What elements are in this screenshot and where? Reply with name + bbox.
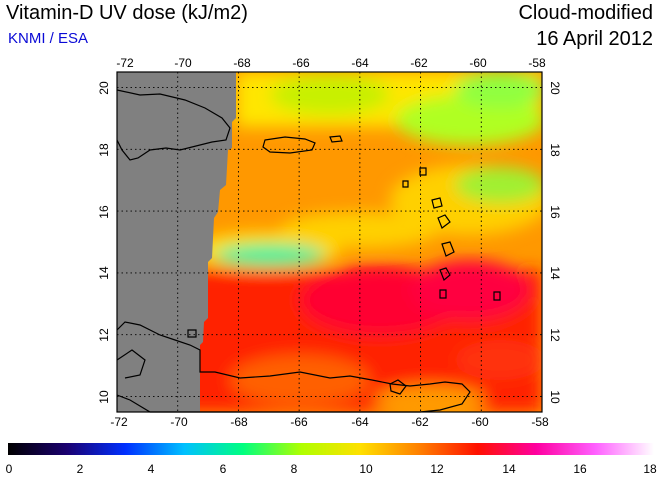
lon-label-top: -70: [174, 56, 192, 70]
lon-label-bottom: -64: [351, 415, 369, 429]
lat-label-left: 20: [97, 81, 111, 95]
lon-label-top: -58: [528, 56, 546, 70]
colorbar: [8, 443, 654, 455]
guadeloupe-coast: [437, 214, 451, 229]
lon-label-bottom: -68: [230, 415, 248, 429]
field-lime-a: [270, 75, 390, 115]
colorbar-tick-label: 18: [643, 462, 657, 476]
field-green-ne: [455, 72, 542, 108]
field-cyan-band: [215, 244, 325, 266]
lon-label-top: -72: [116, 56, 134, 70]
virgin-islands-coast: [329, 135, 343, 143]
lat-labels-left: 10 12 14 16 18 20: [97, 81, 111, 404]
hispaniola-coast: [116, 89, 231, 161]
colorbar-tick-label: 2: [77, 462, 84, 476]
colorbar-tick-label: 4: [148, 462, 155, 476]
maracaibo-coast: [116, 349, 146, 379]
map-title: Vitamin-D UV dose (kJ/m2): [6, 2, 248, 24]
lat-label-left: 16: [97, 205, 111, 219]
barbados-coast: [493, 291, 501, 301]
no-data-region: [117, 72, 236, 412]
lon-label-top: -68: [233, 56, 251, 70]
lon-label-bottom: -72: [110, 415, 128, 429]
lat-label-right: 10: [548, 390, 562, 404]
lon-label-bottom: -60: [471, 415, 489, 429]
lon-labels-top: -72 -70 -68 -66 -64 -62 -60 -58: [116, 56, 546, 70]
lat-label-right: 14: [548, 266, 562, 280]
lat-label-right: 12: [548, 328, 562, 342]
martinique-coast: [439, 267, 451, 281]
anguilla-coast: [419, 167, 427, 176]
lat-label-right: 20: [548, 81, 562, 95]
field-lime-east: [455, 167, 542, 203]
lon-label-bottom: -66: [290, 415, 308, 429]
colorbar-tick-label: 16: [573, 462, 587, 476]
field-crimson-east: [410, 260, 530, 320]
dominica-coast: [441, 241, 455, 257]
map-frame: [116, 71, 543, 413]
colorbar-labels: 0 2 4 6 8 10 12 14 16 18: [6, 462, 657, 476]
lat-label-right: 18: [548, 143, 562, 157]
colorbar-tick-label: 10: [359, 462, 373, 476]
mode-label: Cloud-modified: [518, 2, 653, 24]
lat-labels-right: 10 12 14 16 18 20: [548, 81, 562, 404]
lon-label-bottom: -58: [531, 415, 549, 429]
colorbar-tick-label: 6: [220, 462, 227, 476]
date-label: 16 April 2012: [536, 28, 653, 50]
colorbar-tick-label: 0: [6, 462, 13, 476]
lon-label-top: -64: [351, 56, 369, 70]
st-lucia-coast: [439, 289, 447, 299]
colorbar-tick-label: 8: [291, 462, 298, 476]
saba-coast: [402, 180, 409, 188]
lat-label-right: 16: [548, 205, 562, 219]
lat-label-left: 10: [97, 390, 111, 404]
lat-label-left: 14: [97, 266, 111, 280]
aruba-coast: [187, 329, 197, 338]
lon-label-top: -60: [469, 56, 487, 70]
credit-label: KNMI / ESA: [8, 30, 89, 47]
colorbar-tick-label: 14: [502, 462, 516, 476]
lat-label-left: 18: [97, 143, 111, 157]
lat-label-left: 12: [97, 328, 111, 342]
field-orange-south: [230, 355, 370, 405]
grid-lines: [116, 72, 543, 412]
trinidad-coast: [389, 379, 407, 395]
antigua-coast: [431, 197, 443, 209]
field-red-se: [455, 340, 542, 380]
lon-labels-bottom: -72 -70 -68 -66 -64 -62 -60 -58: [110, 415, 549, 429]
lon-label-bottom: -62: [411, 415, 429, 429]
puerto-rico-coast: [262, 136, 316, 154]
lon-label-top: -66: [292, 56, 310, 70]
lon-label-top: -62: [410, 56, 428, 70]
colorbar-tick-label: 12: [430, 462, 444, 476]
uv-field: [117, 72, 542, 412]
lon-label-bottom: -70: [170, 415, 188, 429]
